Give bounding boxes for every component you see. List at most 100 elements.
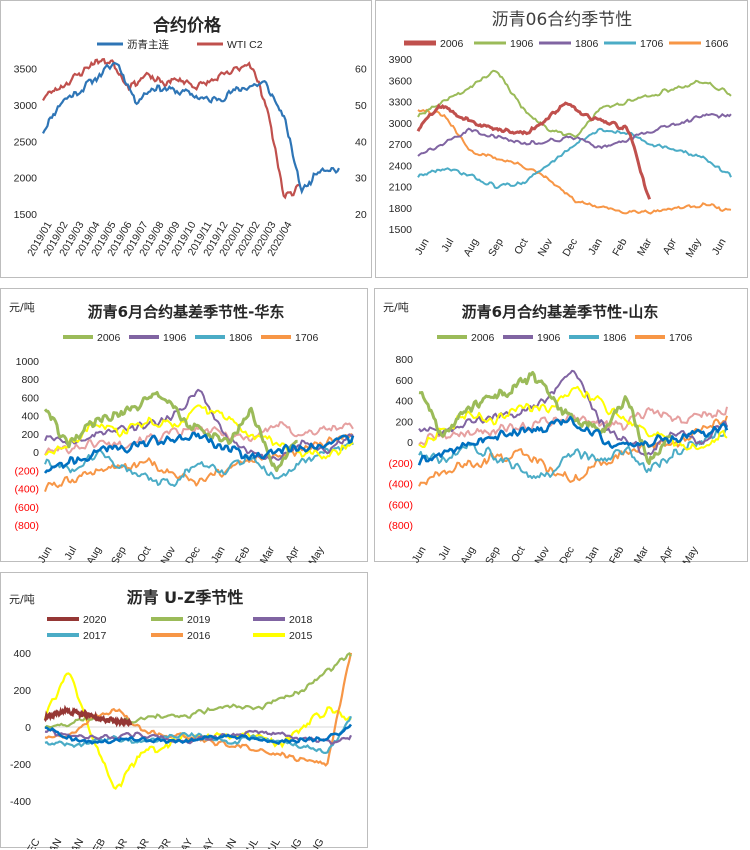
- y-axis-tick-0: (800): [14, 520, 39, 532]
- x-axis-tick-0: Jun: [36, 544, 55, 563]
- series-line-1706: [44, 433, 354, 492]
- y2-axis-tick-4: 60: [355, 64, 367, 76]
- chart-title: 沥青06合约季节性: [492, 10, 633, 30]
- legend-series-3-label: 2017: [83, 630, 107, 642]
- y-axis-tick-0: 1500: [14, 209, 38, 221]
- legend-series-1-label: 1906: [510, 38, 534, 50]
- series-line-1606: [417, 108, 732, 215]
- 06-seasonality-chart: 沥青06合约季节性 2006 1906 1806 1706 1606 1500 1800 210…: [389, 10, 732, 260]
- y-axis-tick-8: 800: [395, 354, 413, 366]
- x-axis-tick-2: Aug: [84, 544, 104, 563]
- x-axis-tick-6: Dec: [560, 237, 580, 259]
- legend-series-2-label: 2018: [289, 614, 313, 626]
- y-axis-tick-6: 400: [21, 411, 39, 423]
- series-line-extra-blue: [43, 431, 355, 474]
- series-line-2020: [43, 704, 133, 728]
- x-axis-tick-10: Apr: [661, 236, 680, 257]
- x-axis-tick-3: Sep: [109, 544, 129, 563]
- x-axis-tick-1: JAN: [44, 837, 64, 850]
- chart-title: 合约价格: [153, 15, 222, 36]
- y-axis-tick-1: -200: [10, 759, 31, 771]
- x-axis-tick-4: MAR: [108, 836, 130, 849]
- series-line-2006: [43, 391, 298, 473]
- x-axis-tick-3: Sep: [483, 544, 503, 563]
- y-axis-tick-4: 400: [13, 648, 31, 660]
- x-axis-tick-1: Jul: [62, 545, 79, 563]
- x-axis-tick-13: AUG: [305, 837, 327, 850]
- chart-panel-06-seasonality: 沥青06合约季节性 2006 1906 1806 1706 1606 1500 1800 210…: [375, 0, 748, 278]
- y-axis-tick-1: 1800: [389, 203, 413, 215]
- y-axis-tick-4: 0: [33, 447, 39, 459]
- y-axis-tick-6: 3300: [389, 97, 413, 109]
- series-line-wti: [42, 58, 301, 200]
- legend-series-4-label: 2016: [187, 630, 211, 642]
- legend-series-1-label: 1906: [537, 332, 561, 344]
- x-axis-tick-4: Oct: [512, 236, 531, 256]
- x-axis-tick-4: Oct: [135, 544, 154, 563]
- y-axis-tick-8: 3900: [389, 54, 413, 66]
- x-axis-tick-6: APR: [152, 836, 173, 849]
- x-axis-tick-0: Jun: [413, 236, 432, 257]
- x-axis-tick-3: Sep: [486, 236, 506, 258]
- x-axis-tick-8: Feb: [607, 544, 627, 563]
- series-line-2017: [44, 715, 353, 755]
- y-axis-tick-4: 2700: [389, 139, 413, 151]
- y-axis-tick-1: (600): [14, 502, 39, 514]
- legend-series-5-label: 2015: [289, 630, 313, 642]
- legend-series-2-label: 1806: [229, 332, 253, 344]
- x-axis-tick-5: Nov: [536, 236, 556, 259]
- legend-series-0-label: 2020: [83, 614, 107, 626]
- series-line-1906: [417, 69, 732, 139]
- y-axis-tick-5: 200: [395, 416, 413, 428]
- legend-series-2-label: 1806: [575, 38, 599, 50]
- series-line-1806: [418, 424, 728, 480]
- x-axis-tick-4: Oct: [509, 544, 528, 563]
- x-axis-tick-7: Jan: [583, 544, 602, 563]
- x-axis-tick-9: Mar: [635, 236, 655, 258]
- x-axis-tick-1: Jul: [436, 545, 453, 563]
- series-line-2016: [44, 652, 353, 767]
- x-axis-tick-10: JUL: [241, 836, 261, 849]
- x-axis-tick-7: MAY: [174, 837, 195, 850]
- y2-axis-tick-1: 30: [355, 173, 367, 185]
- x-axis-tick-9: JUN: [219, 837, 240, 850]
- x-axis-tick-8: Feb: [610, 236, 630, 258]
- y-axis-tick-3: (200): [388, 458, 413, 470]
- chart-panel-contract-price: 合约价格 沥青主连 WTI C2 1500 2000 2500 3000 3500 20 30 40…: [0, 0, 372, 278]
- x-axis-tick-0: DEC: [21, 836, 43, 849]
- y-axis-tick-4: 3500: [14, 64, 38, 76]
- x-axis-tick-5: Nov: [158, 544, 178, 563]
- uz-seasonality-chart: 元/吨 沥青 U-Z季节性 2020 2019 2018 2017 2016 2015 -400…: [9, 588, 353, 850]
- x-axis-tick-11: May: [684, 236, 705, 260]
- series-line-1806: [417, 112, 732, 157]
- y2-axis-tick-2: 40: [355, 136, 367, 148]
- basis-east-chart: 元/吨 沥青6月合约基差季节性-华东 2006 1906 1806 1706 (800) (6…: [9, 301, 355, 563]
- legend-series-0-label: 2006: [97, 332, 121, 344]
- y-axis-tick-0: 1500: [389, 224, 413, 236]
- x-axis-tick-12: Jun: [710, 236, 729, 257]
- series-line-extra-yellow: [418, 385, 728, 451]
- legend-series-2-label: 1806: [603, 332, 627, 344]
- y-axis-tick-0: -400: [10, 796, 31, 808]
- y-axis-tick-3: (200): [14, 465, 39, 477]
- series-line-extra-blue: [417, 415, 729, 466]
- x-axis-tick-2: JAN: [66, 837, 86, 850]
- x-axis-tick-5: MAR: [130, 836, 152, 849]
- x-axis-tick-7: Jan: [209, 544, 228, 563]
- legend-series-1-label: WTI C2: [227, 39, 263, 51]
- x-axis-tick-6: Dec: [557, 545, 577, 564]
- y-unit-label: 元/吨: [383, 301, 409, 314]
- series-line-2006: [418, 370, 673, 465]
- legend-series-3-label: 1706: [640, 38, 664, 50]
- y-axis-tick-1: (600): [388, 499, 413, 511]
- x-axis-tick-9: Mar: [632, 544, 652, 563]
- x-axis-tick-10: Apr: [657, 544, 676, 563]
- legend-series-1-label: 2019: [187, 614, 211, 626]
- y-axis-tick-1: 2000: [14, 173, 38, 185]
- y-axis-tick-4: 0: [407, 437, 413, 449]
- legend-series-0-label: 2006: [471, 332, 495, 344]
- y-axis-tick-2: (400): [14, 484, 39, 496]
- y-axis-tick-3: 2400: [389, 160, 413, 172]
- series-line-1906: [418, 369, 728, 457]
- x-axis-tick-2: Aug: [461, 236, 481, 258]
